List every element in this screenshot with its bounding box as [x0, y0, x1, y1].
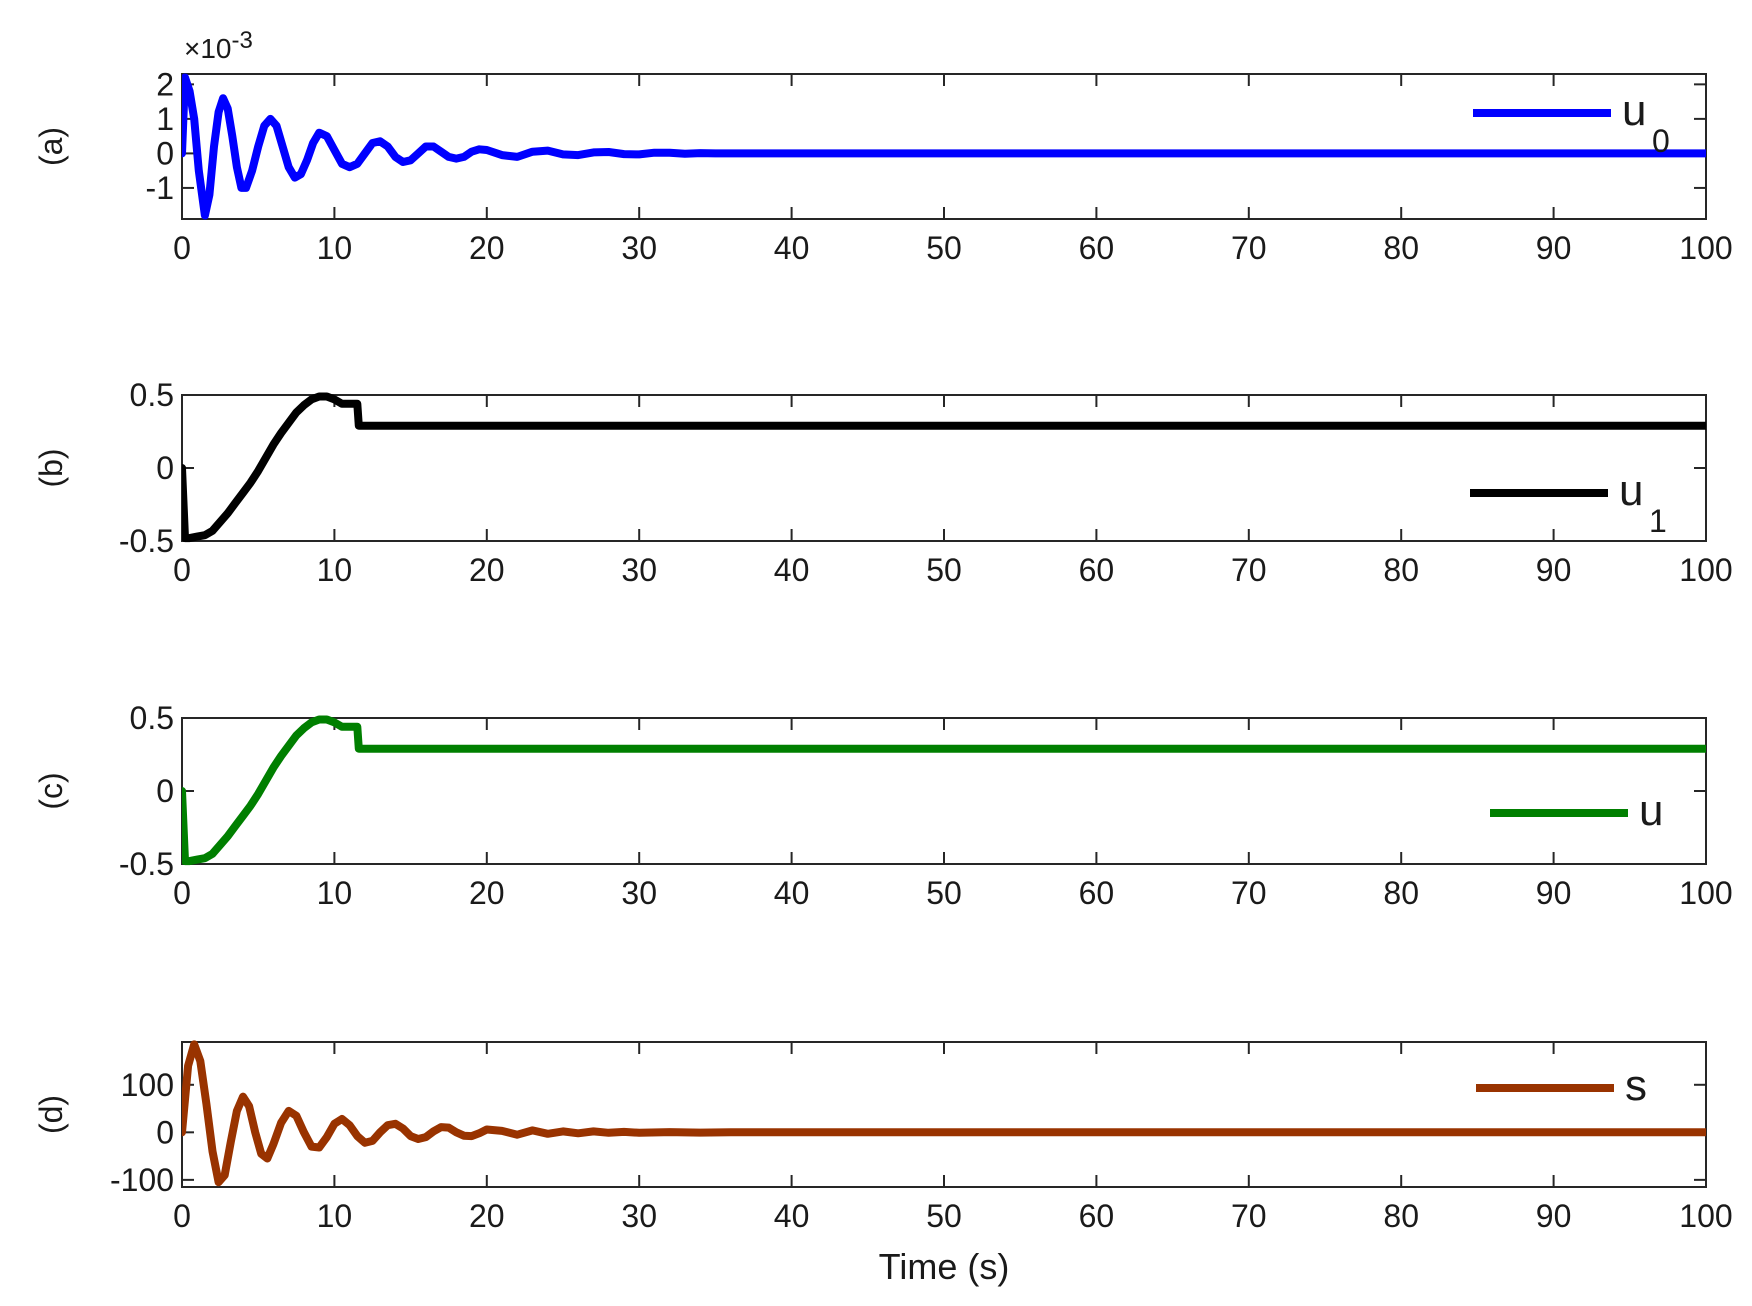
x-tick-label: 70: [1231, 230, 1267, 266]
x-tick-label: 100: [1679, 552, 1732, 588]
x-tick-label: 90: [1536, 875, 1572, 911]
y-tick-label: -1: [146, 170, 174, 206]
y-tick-label: -100: [110, 1162, 174, 1198]
x-tick-label: 50: [926, 552, 962, 588]
x-tick-label: 80: [1383, 875, 1419, 911]
x-tick-label: 100: [1679, 1198, 1732, 1234]
series-line-u: [182, 715, 1706, 866]
x-tick-label: 20: [469, 552, 505, 588]
x-tick-label: 60: [1079, 552, 1115, 588]
x-tick-label: 10: [317, 875, 353, 911]
x-tick-label: 70: [1231, 875, 1267, 911]
legend: u1: [1470, 466, 1667, 539]
x-tick-label: 90: [1536, 1198, 1572, 1234]
x-tick-label: 30: [621, 875, 657, 911]
x-tick-label: 80: [1383, 552, 1419, 588]
x-tick-label: 40: [774, 552, 810, 588]
x-tick-label: 50: [926, 875, 962, 911]
x-tick-label: 0: [173, 875, 191, 911]
x-tick-label: 100: [1679, 875, 1732, 911]
legend: u0: [1473, 86, 1670, 159]
legend: s: [1476, 1061, 1647, 1110]
x-tick-label: 20: [469, 1198, 505, 1234]
panel-label: (a): [33, 127, 69, 166]
x-tick-label: 90: [1536, 230, 1572, 266]
y-tick-label: 0: [156, 1114, 174, 1150]
legend-subscript: 0: [1652, 123, 1670, 159]
x-tick-label: 0: [173, 552, 191, 588]
x-tick-label: 50: [926, 230, 962, 266]
panel-label: (c): [33, 772, 69, 809]
panel-c: 0 10 20 30 40 50 60 70 80 90 100-0.500.5(c) u: [33, 700, 1733, 911]
legend-label: u: [1639, 786, 1663, 835]
axis-exponent-label: ×10-3: [184, 27, 253, 64]
x-tick-label: 20: [469, 230, 505, 266]
x-tick-label: 60: [1079, 230, 1115, 266]
y-tick-label: 2: [156, 66, 174, 102]
axes-box: [181, 717, 1707, 865]
x-tick-label: 20: [469, 875, 505, 911]
x-tick-label: 40: [774, 230, 810, 266]
x-tick-label: 80: [1383, 230, 1419, 266]
series-line-u1: [182, 392, 1706, 543]
x-tick-label: 50: [926, 1198, 962, 1234]
y-tick-label: -0.5: [119, 523, 174, 559]
x-tick-label: 40: [774, 875, 810, 911]
x-tick-label: 0: [173, 230, 191, 266]
x-tick-label: 0: [173, 1198, 191, 1234]
y-tick-label: 0.5: [130, 377, 174, 413]
x-tick-label: 30: [621, 230, 657, 266]
x-tick-label: 30: [621, 1198, 657, 1234]
x-tick-label: 10: [317, 230, 353, 266]
panel-label: (b): [33, 448, 69, 487]
y-tick-label: 0: [156, 773, 174, 809]
x-tick-label: 80: [1383, 1198, 1419, 1234]
x-axis-label: Time (s): [879, 1246, 1010, 1287]
x-tick-label: 10: [317, 1198, 353, 1234]
axes-box: [181, 73, 1707, 220]
y-tick-label: 1: [156, 101, 174, 137]
y-tick-label: 0: [156, 135, 174, 171]
y-tick-label: 0: [156, 450, 174, 486]
x-tick-label: 100: [1679, 230, 1732, 266]
x-tick-label: 10: [317, 552, 353, 588]
x-tick-label: 40: [774, 1198, 810, 1234]
x-tick-label: 70: [1231, 552, 1267, 588]
x-tick-label: 60: [1079, 875, 1115, 911]
axes-box: [181, 394, 1707, 542]
panel-b: 0 10 20 30 40 50 60 70 80 90 100-0.500.5(b) u1: [33, 377, 1733, 588]
legend: u: [1490, 786, 1663, 835]
axes-box: [181, 1041, 1707, 1188]
legend-label: u: [1619, 466, 1643, 515]
y-tick-label: 0.5: [130, 700, 174, 736]
legend-subscript: 1: [1649, 503, 1667, 539]
x-tick-label: 60: [1079, 1198, 1115, 1234]
y-tick-label: 100: [121, 1067, 174, 1103]
x-tick-label: 70: [1231, 1198, 1267, 1234]
legend-label: u: [1622, 86, 1646, 135]
y-tick-label: -0.5: [119, 846, 174, 882]
legend-label: s: [1625, 1061, 1647, 1110]
panel-label: (d): [33, 1095, 69, 1134]
series-line-s: [182, 1040, 1706, 1187]
x-tick-label: 90: [1536, 552, 1572, 588]
x-tick-label: 30: [621, 552, 657, 588]
series-line-u0: [182, 73, 1706, 220]
